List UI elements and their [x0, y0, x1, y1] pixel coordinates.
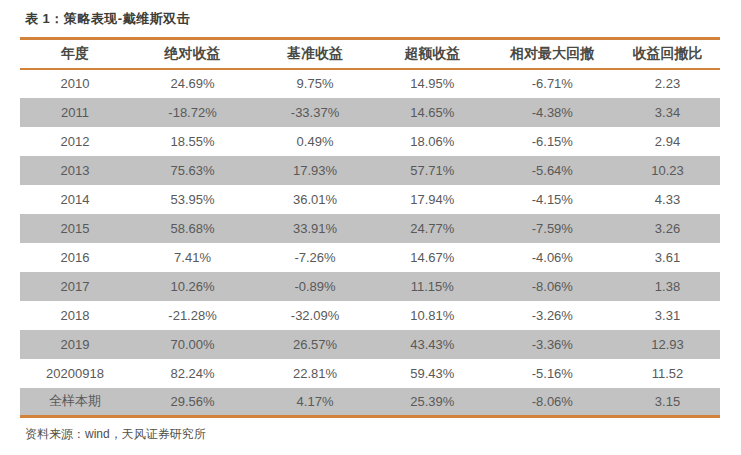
source-note: 资料来源：wind，天风证券研究所: [25, 426, 741, 443]
column-header: 绝对收益: [130, 39, 255, 69]
value-cell: 3.31: [615, 301, 720, 330]
column-header: 基准收益: [255, 39, 375, 69]
row-label-cell: 2019: [20, 330, 130, 359]
value-cell: 53.95%: [130, 185, 255, 214]
table-row: 201710.26%-0.89%11.15%-8.06%1.38: [20, 272, 720, 301]
value-cell: 14.67%: [375, 243, 490, 272]
value-cell: -4.15%: [490, 185, 615, 214]
value-cell: 17.94%: [375, 185, 490, 214]
report-page: 表 1：策略表现-戴维斯双击 年度绝对收益基准收益超额收益相对最大回撤收益回撤比…: [0, 0, 741, 455]
value-cell: 3.15: [615, 388, 720, 417]
value-cell: 26.57%: [255, 330, 375, 359]
table-title: 表 1：策略表现-戴维斯双击: [25, 10, 741, 28]
value-cell: 2.94: [615, 127, 720, 156]
value-cell: 14.65%: [375, 98, 490, 127]
value-cell: 57.71%: [375, 156, 490, 185]
value-cell: 43.43%: [375, 330, 490, 359]
value-cell: 24.77%: [375, 214, 490, 243]
value-cell: -4.06%: [490, 243, 615, 272]
row-label-cell: 2017: [20, 272, 130, 301]
value-cell: 0.49%: [255, 127, 375, 156]
row-label-cell: 20200918: [20, 359, 130, 388]
value-cell: 4.33: [615, 185, 720, 214]
value-cell: 10.26%: [130, 272, 255, 301]
value-cell: 75.63%: [130, 156, 255, 185]
value-cell: 70.00%: [130, 330, 255, 359]
value-cell: 59.43%: [375, 359, 490, 388]
value-cell: 7.41%: [130, 243, 255, 272]
table-row: 20167.41%-7.26%14.67%-4.06%3.61: [20, 243, 720, 272]
header-row: 年度绝对收益基准收益超额收益相对最大回撤收益回撤比: [20, 39, 720, 69]
value-cell: -5.64%: [490, 156, 615, 185]
value-cell: -7.59%: [490, 214, 615, 243]
column-header: 相对最大回撤: [490, 39, 615, 69]
table-row: 201218.55%0.49%18.06%-6.15%2.94: [20, 127, 720, 156]
value-cell: 22.81%: [255, 359, 375, 388]
value-cell: -3.26%: [490, 301, 615, 330]
value-cell: 29.56%: [130, 388, 255, 417]
value-cell: 18.06%: [375, 127, 490, 156]
value-cell: -3.36%: [490, 330, 615, 359]
row-label-cell: 2013: [20, 156, 130, 185]
table-row: 201024.69%9.75%14.95%-6.71%2.23: [20, 69, 720, 98]
value-cell: 12.93: [615, 330, 720, 359]
value-cell: -21.28%: [130, 301, 255, 330]
value-cell: 1.38: [615, 272, 720, 301]
row-label-cell: 2010: [20, 69, 130, 98]
value-cell: 24.69%: [130, 69, 255, 98]
value-cell: 4.17%: [255, 388, 375, 417]
row-label-cell: 2012: [20, 127, 130, 156]
value-cell: 14.95%: [375, 69, 490, 98]
value-cell: 18.55%: [130, 127, 255, 156]
value-cell: -0.89%: [255, 272, 375, 301]
value-cell: 25.39%: [375, 388, 490, 417]
row-label-cell: 2015: [20, 214, 130, 243]
table-head: 年度绝对收益基准收益超额收益相对最大回撤收益回撤比: [20, 39, 720, 69]
value-cell: 11.15%: [375, 272, 490, 301]
row-label-cell: 2014: [20, 185, 130, 214]
value-cell: -4.38%: [490, 98, 615, 127]
value-cell: -6.71%: [490, 69, 615, 98]
table-row: 201558.68%33.91%24.77%-7.59%3.26: [20, 214, 720, 243]
table-row: 全样本期29.56%4.17%25.39%-8.06%3.15: [20, 388, 720, 417]
value-cell: -5.16%: [490, 359, 615, 388]
row-label-cell: 全样本期: [20, 388, 130, 417]
value-cell: 17.93%: [255, 156, 375, 185]
value-cell: 3.61: [615, 243, 720, 272]
row-label-cell: 2018: [20, 301, 130, 330]
value-cell: -18.72%: [130, 98, 255, 127]
value-cell: 3.26: [615, 214, 720, 243]
table-body: 201024.69%9.75%14.95%-6.71%2.232011-18.7…: [20, 69, 720, 417]
value-cell: 82.24%: [130, 359, 255, 388]
table-row: 2018-21.28%-32.09%10.81%-3.26%3.31: [20, 301, 720, 330]
value-cell: -7.26%: [255, 243, 375, 272]
value-cell: -33.37%: [255, 98, 375, 127]
row-label-cell: 2016: [20, 243, 130, 272]
value-cell: 58.68%: [130, 214, 255, 243]
value-cell: 36.01%: [255, 185, 375, 214]
value-cell: -32.09%: [255, 301, 375, 330]
value-cell: -6.15%: [490, 127, 615, 156]
table-row: 201375.63%17.93%57.71%-5.64%10.23: [20, 156, 720, 185]
value-cell: 10.23: [615, 156, 720, 185]
performance-table: 年度绝对收益基准收益超额收益相对最大回撤收益回撤比 201024.69%9.75…: [20, 37, 720, 418]
value-cell: 10.81%: [375, 301, 490, 330]
value-cell: -8.06%: [490, 272, 615, 301]
column-header: 年度: [20, 39, 130, 69]
value-cell: 11.52: [615, 359, 720, 388]
table-row: 201970.00%26.57%43.43%-3.36%12.93: [20, 330, 720, 359]
table-row: 2011-18.72%-33.37%14.65%-4.38%3.34: [20, 98, 720, 127]
row-label-cell: 2011: [20, 98, 130, 127]
column-header: 收益回撤比: [615, 39, 720, 69]
table-row: 201453.95%36.01%17.94%-4.15%4.33: [20, 185, 720, 214]
value-cell: -8.06%: [490, 388, 615, 417]
value-cell: 2.23: [615, 69, 720, 98]
column-header: 超额收益: [375, 39, 490, 69]
table-row: 2020091882.24%22.81%59.43%-5.16%11.52: [20, 359, 720, 388]
value-cell: 33.91%: [255, 214, 375, 243]
value-cell: 9.75%: [255, 69, 375, 98]
value-cell: 3.34: [615, 98, 720, 127]
